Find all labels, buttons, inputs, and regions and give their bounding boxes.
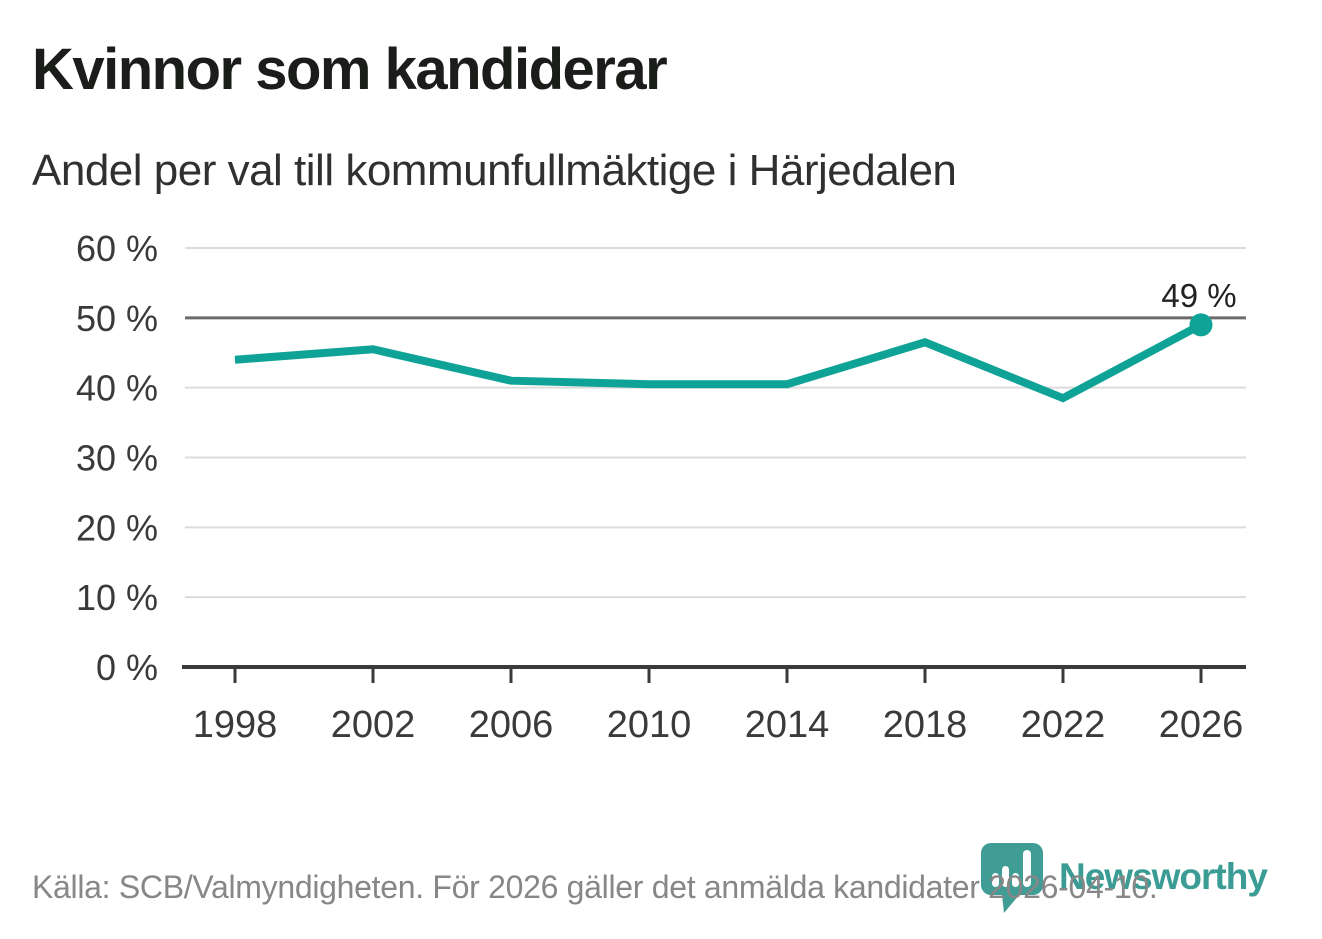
x-axis-tick-label: 2018	[883, 704, 968, 746]
trend-line	[234, 321, 1203, 403]
x-axis-tick-label: 2014	[745, 704, 830, 746]
y-axis-tick-label: 50 %	[76, 298, 158, 339]
x-axis-tick-label: 2002	[331, 704, 416, 746]
y-axis-tick-label: 30 %	[76, 438, 158, 479]
x-axis-tick-label: 2010	[607, 704, 692, 746]
y-axis-tick-label: 10 %	[76, 577, 158, 618]
chart-title: Kvinnor som kandiderar	[32, 37, 668, 102]
x-axis-tick-label: 2022	[1021, 704, 1106, 746]
y-axis-tick-label: 40 %	[76, 368, 158, 409]
x-axis-tick-label: 1998	[193, 704, 278, 746]
y-axis-tick-label: 60 %	[76, 228, 158, 269]
source-note: Källa: SCB/Valmyndigheten. För 2026 gäll…	[32, 869, 1158, 905]
y-axis-tick-label: 0 %	[96, 647, 158, 688]
end-point-dot	[1189, 313, 1213, 337]
newsworthy-logo: Newsworthy	[981, 843, 1268, 917]
y-axis-tick-label: 20 %	[76, 507, 158, 548]
newsworthy-bubble-icon	[981, 843, 1043, 913]
x-axis-tick-label: 2006	[469, 704, 554, 746]
newsworthy-wordmark: Newsworthy	[1059, 856, 1268, 897]
x-axis-tick-label: 2026	[1159, 704, 1244, 746]
chart-subtitle: Andel per val till kommunfullmäktige i H…	[32, 146, 957, 195]
end-point-value-label: 49 %	[1161, 277, 1236, 314]
